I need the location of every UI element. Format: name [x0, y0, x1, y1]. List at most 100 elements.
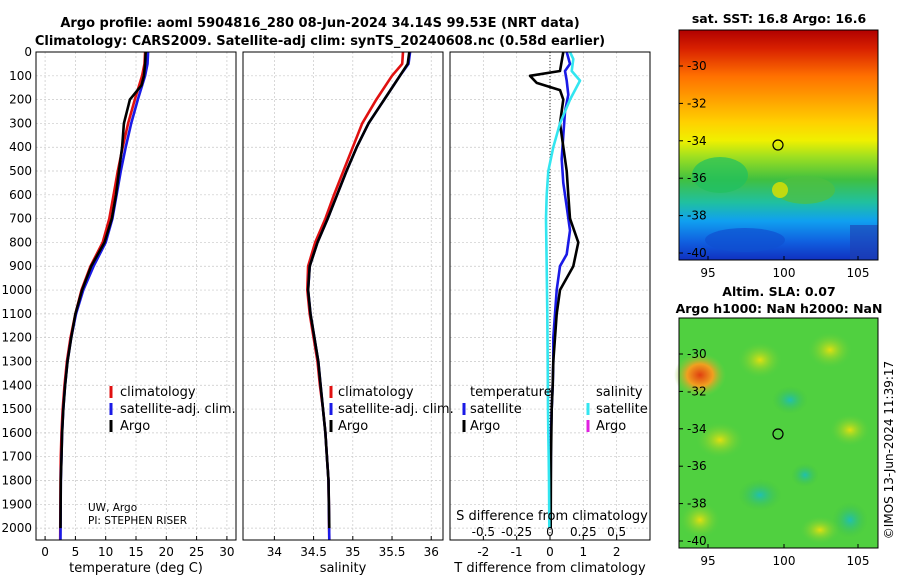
x-tick-label: -2 — [477, 545, 489, 559]
y-tick-label: 1900 — [1, 497, 32, 511]
argo-position-marker — [772, 139, 784, 151]
x-axis-label: salinity — [320, 561, 367, 576]
map-y-tick-label: -36 — [687, 171, 707, 185]
y-tick-label: 600 — [9, 188, 32, 202]
difference-panel: -2 -1 0 1 2 T difference from climatology S di… — [449, 51, 651, 576]
series-line-argo — [306, 51, 411, 529]
y-tick-label: 500 — [9, 164, 32, 178]
temperature-panel: 0 5 10 15 20 25 30 temperature (deg C) 0 100 200 30… — [1, 45, 237, 576]
x-tick-label: 0 — [41, 545, 49, 559]
y-tick-label: 900 — [9, 259, 32, 273]
sla-anomaly — [680, 502, 720, 538]
y-tick-label: 1000 — [1, 283, 32, 297]
series-line-s-satellite — [544, 51, 582, 529]
legend-satellite: satellite-adj. clim. — [338, 402, 454, 417]
legend-argo: Argo — [120, 419, 150, 434]
sla-anomaly — [738, 342, 782, 378]
x-tick-label: 34 — [267, 545, 282, 559]
legend-satellite: satellite-adj. clim. — [120, 402, 236, 417]
title-line-2: Climatology: CARS2009. Satellite-adj cli… — [35, 34, 605, 49]
y-tick-label: 800 — [9, 235, 32, 249]
y-tick-label: 1100 — [1, 307, 32, 321]
sst-map-frame — [678, 29, 879, 261]
s-tick-label: -0.5 — [472, 525, 495, 539]
sla-map-title-2: Argo h1000: NaN h2000: NaN — [676, 301, 883, 316]
sla-anomaly — [696, 422, 744, 458]
sst-eddy — [772, 182, 788, 198]
legend-t-argo: Argo — [470, 419, 500, 434]
x-tick-label: 2 — [613, 545, 621, 559]
y-tick-label: 1200 — [1, 331, 32, 345]
s-tick-label: 0.5 — [607, 525, 626, 539]
legend-s-argo: Argo — [596, 419, 626, 434]
sla-anomaly — [791, 463, 819, 487]
x-axis-label: temperature (deg C) — [69, 561, 203, 576]
y-tick-label: 1500 — [1, 402, 32, 416]
legend-s-satellite: satellite — [596, 402, 648, 417]
sla-anomaly — [674, 353, 726, 397]
sla-anomaly — [738, 479, 782, 511]
legend-temperature-title: temperature — [470, 385, 552, 400]
sst-map-title: sat. SST: 16.8 Argo: 16.6 — [692, 11, 867, 26]
x-tick-label: -1 — [511, 545, 523, 559]
credit-line-1: UW, Argo — [88, 502, 137, 514]
y-tick-label: 1700 — [1, 450, 32, 464]
map-x-tick-label: 95 — [700, 266, 715, 280]
series-line-argo — [59, 51, 147, 529]
sst-eddy — [850, 225, 878, 260]
sst-map-ticks: -30 -32 -34 -36 -38 -40 95 100 105 — [679, 59, 869, 280]
y-tick-label: 1400 — [1, 378, 32, 392]
sla-anomaly — [830, 414, 870, 446]
x-tick-label: 25 — [189, 545, 204, 559]
difference-legend: temperature salinity satellite Argo sate… — [462, 385, 648, 434]
sla-map-title-1: Altim. SLA: 0.07 — [722, 284, 835, 299]
y-tick-label: 700 — [9, 212, 32, 226]
credit-line-2: PI: STEPHEN RISER — [88, 515, 187, 527]
x-tick-label: 34.5 — [300, 545, 327, 559]
sla-anomaly — [772, 386, 808, 414]
x-tick-label: 1 — [580, 545, 588, 559]
x-tick-label: 20 — [159, 545, 174, 559]
y-tick-label: 300 — [9, 116, 32, 130]
s-tick-label: -0.25 — [501, 525, 532, 539]
legend-t-satellite: satellite — [470, 402, 522, 417]
map-y-tick-label: -30 — [687, 59, 707, 73]
x-tick-label: 5 — [72, 545, 80, 559]
series-line-t-argo — [528, 51, 580, 529]
sla-anomaly — [808, 332, 852, 368]
map-x-tick-label: 100 — [773, 554, 796, 568]
x-tick-label: 35 — [345, 545, 360, 559]
y-tick-label: 1800 — [1, 473, 32, 487]
sst-field — [679, 30, 878, 260]
y-tick-label: 400 — [9, 140, 32, 154]
map-y-tick-label: -36 — [687, 459, 707, 473]
x-tick-label: 36 — [424, 545, 439, 559]
x-tick-label: 0 — [546, 545, 554, 559]
s-tick-label: 0.25 — [570, 525, 597, 539]
y-tick-label: 1300 — [1, 354, 32, 368]
salinity-panel: 34 34.5 35 35.5 36 salinity — [242, 51, 444, 576]
y-tick-label: 200 — [9, 93, 32, 107]
map-x-tick-label: 95 — [700, 554, 715, 568]
sla-map-ticks: -30 -32 -34 -36 -38 -40 95 100 105 — [679, 347, 869, 568]
sla-anomaly — [832, 502, 868, 538]
y-tick-label: 0 — [24, 45, 32, 59]
map-y-tick-label: -40 — [687, 534, 707, 548]
salinity-legend: climatology satellite-adj. clim. Argo — [329, 385, 454, 434]
s-tick-label: 0 — [546, 525, 554, 539]
x-tick-label: 15 — [128, 545, 143, 559]
sla-anomaly — [800, 516, 840, 544]
argo-position-marker — [772, 428, 784, 440]
map-y-tick-label: -34 — [687, 422, 707, 436]
x-tick-label: 35.5 — [379, 545, 406, 559]
temperature-legend: climatology satellite-adj. clim. Argo — [109, 385, 236, 434]
sst-eddy — [692, 157, 748, 193]
sla-map-frame — [678, 317, 879, 549]
x-axis-label-top: S difference from climatology — [456, 509, 648, 524]
x-tick-label: 30 — [219, 545, 234, 559]
legend-salinity-title: salinity — [596, 385, 643, 400]
map-y-tick-label: -38 — [687, 209, 707, 223]
map-y-tick-label: -34 — [687, 134, 707, 148]
plot-area — [243, 52, 443, 540]
